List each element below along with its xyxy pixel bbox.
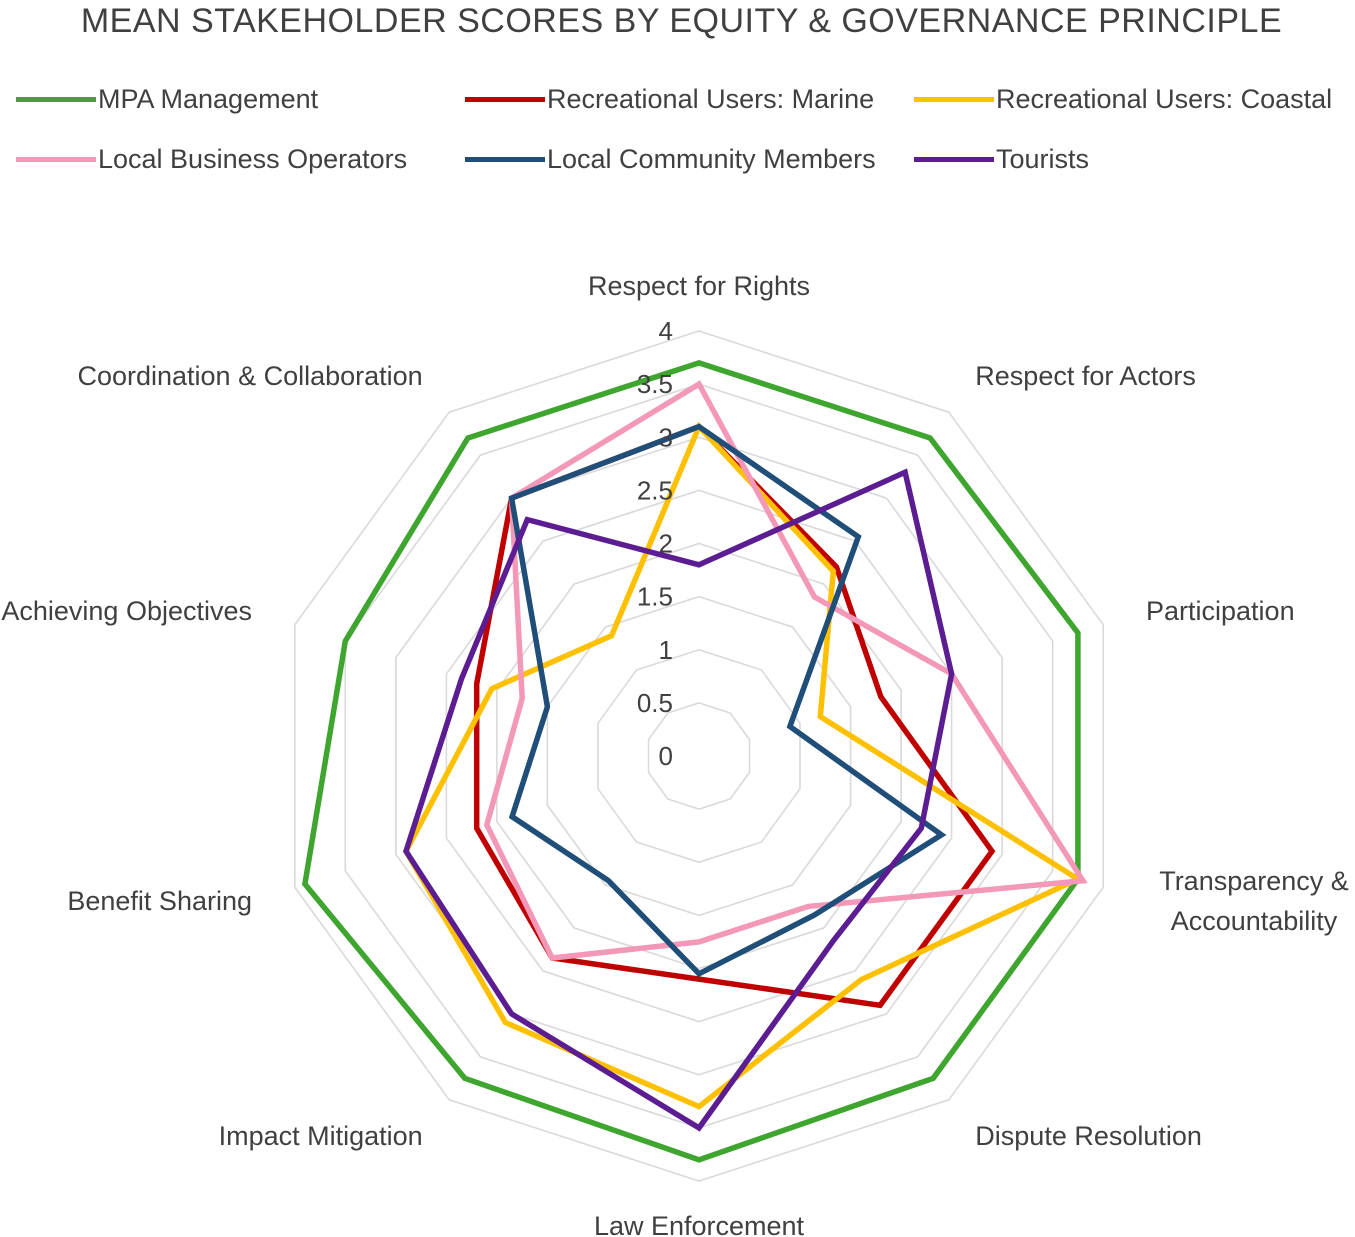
chart-title: MEAN STAKEHOLDER SCORES BY EQUITY & GOVE… (80, 2, 1283, 40)
axis-label-benefit-sharing: Benefit Sharing (67, 886, 252, 916)
tick-label: 3.5 (637, 369, 673, 399)
tick-label: 3 (659, 422, 673, 452)
legend-item-mpa-management[interactable]: MPA Management (16, 84, 318, 115)
grid-ring (597, 648, 801, 864)
tick-label: 2 (659, 529, 673, 559)
grid-ring (344, 383, 1054, 1129)
axis-label-respect-for-rights: Respect for Rights (588, 271, 810, 301)
radial-tick-labels: 0 0.5 1 1.5 2 2.5 3 3.5 4 (637, 316, 673, 771)
radar-series-group (301, 360, 1088, 1163)
axis-label-participation: Participation (1146, 596, 1295, 626)
series-line-recreational-users-coastal (402, 421, 1084, 1110)
axis-label-impact-mitigation: Impact Mitigation (219, 1121, 423, 1151)
axis-labels: Respect for Rights Respect for Actors Part… (1, 271, 1348, 1237)
axis-label-transparency-and-accountability: Transparency & Accountability (1159, 866, 1349, 936)
legend-swatch (914, 97, 994, 102)
tick-label: 0.5 (637, 688, 673, 718)
axis-label-achieving-objectives: Achieving Objectives (1, 596, 252, 626)
legend-swatch (465, 157, 545, 162)
series-line-local-business-operators (483, 380, 1088, 961)
tick-label: 1.5 (637, 582, 673, 612)
series-line-recreational-users-marine (473, 423, 996, 1009)
axis-label-respect-for-actors: Respect for Actors (975, 361, 1196, 391)
axis-label-law-enforcement: Law Enforcement (594, 1211, 805, 1237)
series-line-local-community-members (508, 423, 947, 978)
grid-ring (445, 489, 953, 1023)
axis-label-dispute-resolution: Dispute Resolution (975, 1121, 1202, 1151)
tick-label: 1 (659, 635, 673, 665)
legend-label: Recreational Users: Coastal (996, 84, 1333, 114)
tick-label: 2.5 (637, 475, 673, 505)
legend-label: MPA Management (98, 84, 319, 114)
series-line-mpa-management (301, 360, 1081, 1163)
legend-label: Local Business Operators (98, 144, 408, 174)
series-line-tourists (402, 468, 955, 1132)
legend-item-local-community-members[interactable]: Local Community Members (465, 144, 876, 175)
legend-swatch (16, 157, 96, 162)
legend-item-recreational-users-coastal[interactable]: Recreational Users: Coastal (914, 84, 1332, 115)
legend-item-tourists[interactable]: Tourists (914, 144, 1089, 175)
grid-ring (546, 595, 852, 917)
legend-label: Tourists (996, 144, 1090, 174)
grid-ring (293, 330, 1104, 1182)
legend-item-recreational-users-marine[interactable]: Recreational Users: Marine (465, 84, 874, 115)
legend-swatch (914, 157, 994, 162)
tick-label: 4 (659, 316, 673, 346)
legend-label: Recreational Users: Marine (547, 84, 875, 114)
legend-swatch (465, 97, 545, 102)
legend-label: Local Community Members (547, 144, 876, 174)
grid-ring (395, 436, 1003, 1076)
axis-label-coordination-and-collaboration: Coordination & Collaboration (77, 361, 422, 391)
tick-label: 0 (659, 741, 673, 771)
legend-item-local-business-operators[interactable]: Local Business Operators (16, 144, 407, 175)
legend-swatch (16, 97, 96, 102)
radar-grid (293, 330, 1104, 1182)
grid-ring (647, 702, 751, 810)
